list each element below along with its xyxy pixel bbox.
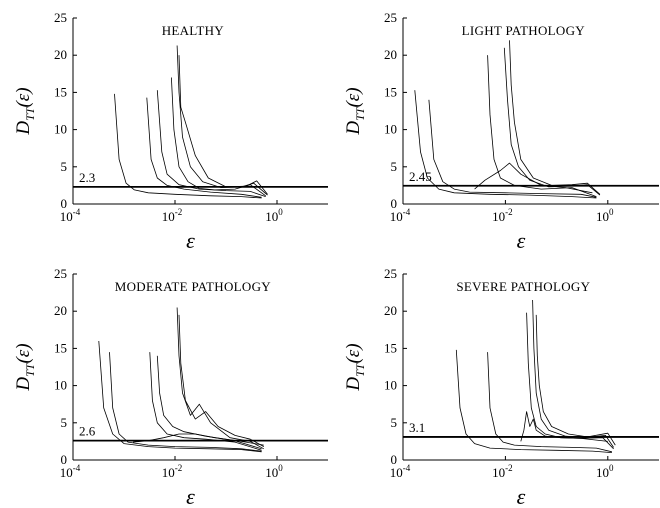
panel-2: 0 5 10 15 20 25 10-4 10-2 100 LIGHT PATHOLOGY DTT(… (343, 10, 659, 253)
series-line (98, 340, 262, 453)
y-axis-label: DTT(ε) (13, 87, 37, 135)
series-line (535, 314, 616, 446)
x-tick-label: 10-4 (390, 207, 411, 224)
y-tick-label: 5 (391, 415, 398, 430)
y-tick-label: 20 (384, 47, 397, 62)
x-axis-label: ε (186, 228, 195, 253)
series-line (509, 40, 601, 195)
series-line (526, 312, 614, 450)
reference-line-label: 3.1 (409, 420, 425, 435)
y-tick-label: 10 (54, 378, 67, 393)
x-tick-label: 10-2 (492, 207, 513, 224)
y-tick-label: 15 (54, 84, 67, 99)
y-tick-label: 0 (391, 196, 398, 211)
y-tick-label: 10 (384, 122, 397, 137)
y-tick-label: 5 (61, 415, 68, 430)
series-line (178, 314, 264, 447)
y-tick-label: 0 (61, 452, 68, 467)
y-tick-label: 10 (384, 378, 397, 393)
y-tick-label: 10 (54, 122, 67, 137)
x-tick-label: 100 (596, 207, 614, 224)
x-tick-label: 100 (265, 207, 283, 224)
series-line (487, 55, 597, 197)
series-line (414, 90, 597, 199)
series-line (156, 355, 262, 450)
x-tick-label: 10-2 (162, 207, 183, 224)
series-line (156, 90, 266, 197)
series-line (149, 352, 262, 451)
reference-line-label: 2.3 (79, 170, 95, 185)
y-tick-label: 25 (384, 266, 397, 281)
y-tick-label: 0 (391, 452, 398, 467)
x-axis-label: ε (186, 484, 195, 508)
panel-title: HEALTHY (162, 23, 225, 38)
reference-line-label: 2.45 (409, 169, 432, 184)
series-line (171, 77, 266, 197)
panel-title: MODERATE PATHOLOGY (115, 279, 272, 294)
series-line (176, 45, 268, 196)
series-line (474, 162, 593, 194)
series-line (532, 299, 614, 448)
series-line (428, 99, 597, 198)
panel-title: SEVERE PATHOLOGY (456, 279, 590, 294)
x-axis-label: ε (517, 484, 526, 508)
y-tick-label: 0 (61, 196, 68, 211)
y-tick-label: 20 (54, 303, 67, 318)
series-line (487, 352, 612, 453)
series-line (109, 352, 262, 452)
series-line (503, 47, 601, 196)
y-tick-label: 15 (54, 340, 67, 355)
y-axis-label: DTT(ε) (343, 343, 367, 391)
y-tick-label: 5 (391, 159, 398, 174)
x-tick-label: 100 (596, 463, 614, 480)
y-axis-label: DTT(ε) (13, 343, 37, 391)
x-tick-label: 10-2 (492, 463, 513, 480)
panel-3: 0 5 10 15 20 25 10-4 10-2 100 MODERATE PATHOLOGY D… (13, 266, 328, 508)
series-line (114, 93, 262, 199)
series-line (455, 349, 612, 453)
x-tick-label: 10-2 (162, 463, 183, 480)
y-tick-label: 25 (54, 10, 67, 25)
x-tick-label: 10-4 (60, 463, 81, 480)
x-tick-label: 10-4 (390, 463, 411, 480)
y-tick-label: 25 (384, 10, 397, 25)
x-tick-label: 10-4 (60, 207, 81, 224)
y-axis-label: DTT(ε) (343, 87, 367, 135)
y-tick-label: 15 (384, 340, 397, 355)
x-axis-label: ε (517, 228, 526, 253)
y-tick-label: 15 (384, 84, 397, 99)
y-tick-label: 5 (61, 159, 68, 174)
series-line (178, 55, 268, 195)
panel-1: 0 5 10 15 20 25 10-4 10-2 100 HEALTHY DTT(ε) ε 2.3 (13, 10, 328, 253)
y-tick-label: 25 (54, 266, 67, 281)
y-tick-label: 20 (54, 47, 67, 62)
x-tick-label: 100 (265, 463, 283, 480)
panel-title: LIGHT PATHOLOGY (462, 23, 586, 38)
panel-4: 0 5 10 15 20 25 10-4 10-2 100 SEVERE PATHOLOGY DTT… (343, 266, 659, 508)
y-tick-label: 20 (384, 303, 397, 318)
reference-line-label: 2.6 (79, 424, 96, 439)
series-line (520, 411, 608, 442)
